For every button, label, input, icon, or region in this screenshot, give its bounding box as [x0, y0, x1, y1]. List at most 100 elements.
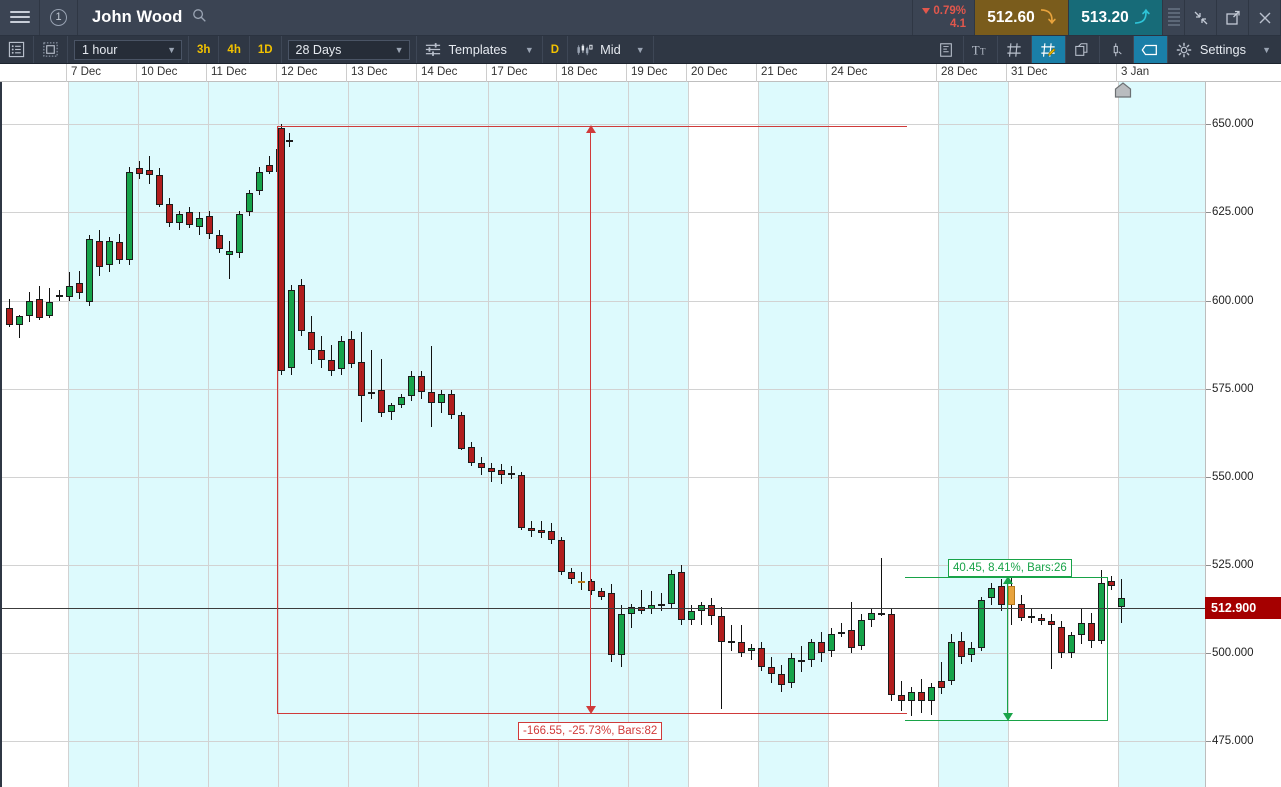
candle-body	[878, 612, 885, 615]
candlestick	[538, 82, 545, 787]
candlestick	[6, 82, 13, 787]
candle-body	[106, 240, 113, 266]
date-tick-label: 12 Dec	[276, 64, 317, 82]
measure-left-edge[interactable]	[277, 126, 278, 714]
annotation-tool-button[interactable]	[1133, 36, 1168, 63]
session-band	[628, 82, 688, 787]
candlestick	[808, 82, 815, 787]
candlestick	[768, 82, 775, 787]
candle-body	[658, 603, 665, 606]
candlestick	[568, 82, 575, 787]
indicator-tool-button[interactable]	[1100, 36, 1134, 63]
measure-vertical-arrow[interactable]	[1007, 583, 1008, 715]
date-axis[interactable]: 7 Dec 10 Dec 11 Dec 12 Dec 13 Dec 14 Dec 17 De…	[0, 64, 1281, 82]
horizontal-gridline	[2, 477, 1205, 478]
price-tick-label: 650.000	[1212, 118, 1254, 130]
candle-body	[26, 300, 33, 317]
candle-body	[728, 640, 735, 643]
text-tool-button[interactable]: T T	[964, 36, 998, 63]
date-tick-label: 20 Dec	[686, 64, 727, 82]
session-marker-icon[interactable]	[1113, 82, 1133, 103]
quick-interval-3h[interactable]: 3h	[189, 36, 220, 63]
copy-tool-button[interactable]	[1066, 36, 1100, 63]
candle-body	[1078, 623, 1085, 636]
candle-body	[598, 591, 605, 597]
candle-body	[788, 658, 795, 683]
svg-text:T: T	[980, 46, 986, 56]
account-indicator[interactable]: 1	[40, 0, 78, 35]
candlestick	[788, 82, 795, 787]
candle-body	[286, 140, 293, 143]
measure-vertical-arrow[interactable]	[590, 132, 591, 708]
quick-interval-1d[interactable]: 1D	[250, 36, 282, 63]
search-icon[interactable]	[192, 8, 207, 28]
sell-button[interactable]: 512.60 ⤵	[975, 0, 1069, 35]
layout-button[interactable]	[34, 36, 68, 63]
candle-wick	[149, 156, 150, 185]
candle-body	[358, 362, 365, 396]
arrow-down-icon: ⤵	[1040, 9, 1056, 26]
chart-plot-area[interactable]: -166.55, -25.73%, Bars:82 40.45, 8.41%, B…	[0, 82, 1205, 787]
candle-wick	[1051, 614, 1052, 669]
templates-label: Templates	[448, 42, 507, 57]
arrow-down-icon	[585, 706, 596, 715]
account-number-badge: 1	[50, 9, 67, 26]
vertical-gridline	[1118, 82, 1119, 787]
candle-body	[678, 571, 685, 620]
minimize-icon	[1194, 11, 1207, 24]
candle-body	[278, 127, 285, 372]
copy-icon	[1075, 42, 1088, 56]
templates-button[interactable]: Templates ▼	[417, 36, 543, 63]
drag-handle[interactable]	[1163, 0, 1185, 35]
menu-button[interactable]	[0, 0, 40, 35]
candlestick	[196, 82, 203, 787]
settings-button[interactable]: Settings ▼	[1168, 36, 1281, 63]
popout-icon	[1225, 10, 1240, 25]
day-pill-button[interactable]: D	[543, 36, 569, 63]
close-button[interactable]	[1249, 0, 1281, 35]
candle-body	[6, 307, 13, 326]
candlestick	[236, 82, 243, 787]
candlestick	[1118, 82, 1125, 787]
candle-body	[1118, 598, 1125, 608]
vertical-gridline	[488, 82, 489, 787]
watchlist-button[interactable]	[0, 36, 34, 63]
candle-body	[66, 286, 73, 297]
popout-button[interactable]	[1217, 0, 1249, 35]
candle-wick	[701, 601, 702, 625]
date-tick-label: 21 Dec	[756, 64, 797, 82]
measure-label-bullish[interactable]: 40.45, 8.41%, Bars:26	[948, 559, 1072, 578]
price-axis[interactable]: 650.000 625.000 600.000 575.000 550.000 525.0…	[1205, 82, 1281, 787]
quick-interval-4h[interactable]: 4h	[219, 36, 250, 63]
draw-tool-button[interactable]	[1031, 36, 1066, 63]
range-select[interactable]: 28 Days ▼	[282, 36, 417, 63]
measure-right-edge[interactable]	[1107, 577, 1108, 721]
sliders-icon	[425, 43, 440, 56]
candle-body	[1098, 582, 1105, 641]
candle-body	[206, 215, 213, 234]
candlestick	[498, 82, 505, 787]
candle-wick	[431, 346, 432, 428]
scale-tool-button[interactable]	[930, 36, 964, 63]
grid-tool-button[interactable]	[998, 36, 1032, 63]
measure-label-bearish[interactable]: -166.55, -25.73%, Bars:82	[518, 722, 663, 741]
candle-wick	[381, 358, 382, 417]
quick-interval-4h-label: 4h	[227, 43, 241, 56]
arrow-up-icon	[585, 125, 596, 134]
date-tick-label: 17 Dec	[486, 64, 527, 82]
candle-body	[978, 600, 985, 648]
price-tick-label: 625.000	[1212, 206, 1254, 218]
candlestick	[968, 82, 975, 787]
vertical-gridline	[938, 82, 939, 787]
buy-button[interactable]: 513.20 ⤴	[1069, 0, 1163, 35]
candle-wick	[641, 589, 642, 615]
price-type-select[interactable]: Mid ▼	[568, 36, 654, 63]
candle-body	[1008, 586, 1015, 606]
candle-body	[196, 217, 203, 227]
minimize-button[interactable]	[1185, 0, 1217, 35]
change-percent: 0.79%	[933, 4, 966, 17]
candlestick	[878, 82, 885, 787]
candlestick	[958, 82, 965, 787]
candle-body	[338, 341, 345, 370]
interval-select[interactable]: 1 hour ▼	[68, 36, 189, 63]
